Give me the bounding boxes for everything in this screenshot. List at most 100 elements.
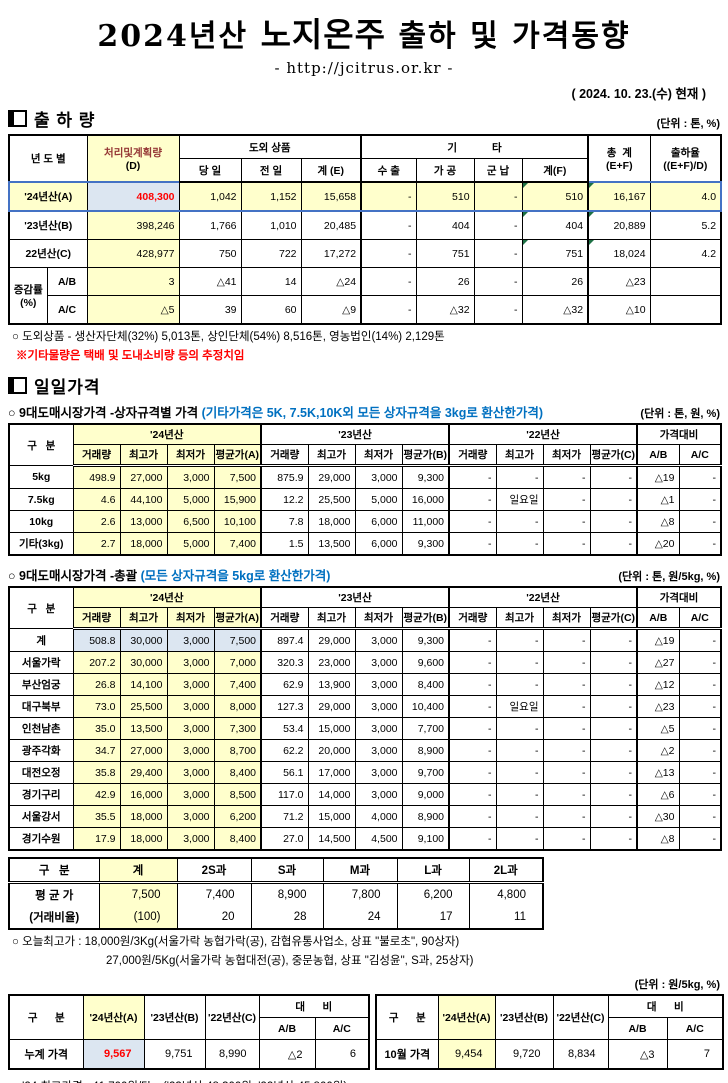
- cell: -: [473, 210, 523, 240]
- col-header: A/B: [636, 444, 680, 467]
- cell: 20,485: [300, 210, 362, 240]
- rate-label: 출하율: [670, 147, 700, 159]
- col-header: 최고가: [119, 607, 168, 630]
- col-header-l: L과: [396, 857, 470, 884]
- note-today-high-2: 27,000원/5Kg(서울가락 농협대전(공), 중문농협, 상표 "김성윤"…: [106, 955, 474, 967]
- col-header: 최고가: [307, 607, 356, 630]
- cell: 26: [521, 267, 589, 296]
- cell: 17.9: [72, 827, 121, 851]
- col-header-total: 계: [98, 857, 178, 884]
- cell: 508.8: [72, 628, 121, 652]
- cell: 18,000: [119, 532, 168, 556]
- unit-note: (단위 : 원/5kg, %): [634, 979, 720, 991]
- group-2023: '23년산: [260, 586, 450, 608]
- price-row: 7.5kg 4.6 44,100 5,000 15,900 12.2 25,50…: [8, 488, 722, 511]
- page-title: 2024년산 노지온주 출하 및 가격동향: [8, 8, 720, 56]
- group-2022: '22년산: [448, 586, 638, 608]
- cell: 39: [178, 295, 242, 325]
- row-label: 누계 가격: [8, 1039, 84, 1070]
- cell: -: [495, 532, 544, 556]
- cell: 3,000: [166, 827, 215, 851]
- cell: △10: [587, 295, 651, 325]
- cell: △19: [636, 628, 680, 652]
- cell: -: [678, 488, 722, 511]
- cell: -: [448, 651, 497, 674]
- note-year-high: ○ '24 최고가격 : 41,700원/5kg ('23년산 48,300원,…: [12, 1078, 720, 1083]
- cell: 35.0: [72, 717, 121, 740]
- by-size-subtitle: ○ 9대도매시장가격 -상자규격별 가격 (기타가격은 5K, 7.5K,10K…: [8, 402, 543, 421]
- col-header-2024: '24년산(A): [82, 994, 145, 1040]
- cell: 44,100: [119, 488, 168, 511]
- cell: -: [678, 651, 722, 674]
- change-rate-row: A/C △5 39 60 △9 - △32 - △32 △10: [9, 295, 722, 325]
- cell: △8: [636, 827, 680, 851]
- year-label: '23년산(B): [8, 210, 88, 240]
- group-compare: 가격대비: [635, 423, 722, 445]
- col-header: 구 분: [8, 994, 84, 1040]
- cell: -: [495, 673, 544, 696]
- col-header: A/B: [636, 607, 680, 630]
- cell: 20,000: [307, 739, 356, 762]
- cell: -: [678, 532, 722, 556]
- trade-ratio-row: (거래비율) (100) 20 28 24 17 11: [8, 906, 544, 930]
- cell: 11,000: [401, 510, 450, 533]
- cell: 8,900: [401, 805, 450, 828]
- cell: 12.2: [260, 488, 309, 511]
- cell: 6,500: [166, 510, 215, 533]
- cell: 34.7: [72, 739, 121, 762]
- cell: △2: [258, 1039, 316, 1070]
- market-row: 부산엄궁 26.8 14,100 3,000 7,400 62.9 13,900…: [8, 673, 722, 696]
- cell: 29,400: [119, 761, 168, 784]
- cell: -: [448, 827, 497, 851]
- title-prefix: 2024년산: [97, 19, 261, 54]
- cell: -: [473, 239, 523, 268]
- cell: 62.2: [260, 739, 309, 762]
- cell: 9,300: [401, 532, 450, 556]
- cell: 35.8: [72, 761, 121, 784]
- cell: 3,000: [354, 739, 403, 762]
- cell: -: [678, 510, 722, 533]
- cell: 일요일: [495, 488, 544, 511]
- cell: -: [589, 510, 638, 533]
- cell: -: [448, 717, 497, 740]
- cell: [649, 295, 722, 325]
- cell: 320.3: [260, 651, 309, 674]
- cell: -: [589, 465, 638, 489]
- market-label: 부산엄궁: [8, 673, 74, 696]
- row-label: 평 균 가: [8, 882, 100, 906]
- cell: 4.6: [72, 488, 121, 511]
- comment-triangle-icon: [590, 240, 595, 245]
- cell-value: 751: [565, 247, 584, 260]
- col-header-2024: '24년산(A): [437, 994, 496, 1040]
- cell: -: [542, 695, 591, 718]
- section-title: 출 하 량: [34, 111, 96, 130]
- cell: 1,010: [240, 210, 302, 240]
- cell: 3,000: [166, 739, 215, 762]
- cell: △6: [636, 783, 680, 806]
- col-header-total: 총 계 (E+F): [587, 134, 651, 183]
- col-header: 거래량: [448, 607, 497, 630]
- cell-plan: 428,977: [86, 239, 180, 268]
- cell: 7,400: [213, 673, 262, 696]
- cell: 5,000: [166, 488, 215, 511]
- market-label: 경기구리: [8, 783, 74, 806]
- avg-price-row: 평 균 가 7,500 7,400 8,900 7,800 6,200 4,80…: [8, 882, 544, 906]
- cell: -: [448, 805, 497, 828]
- cell: 23,000: [307, 651, 356, 674]
- cell: 20,889: [587, 210, 651, 240]
- cell: 897.4: [260, 628, 309, 652]
- cell: -: [589, 628, 638, 652]
- cell: 9,454: [437, 1039, 496, 1070]
- cell: -: [495, 805, 544, 828]
- shipment-row: '24년산(A) 408,300 1,042 1,152 15,658 - 51…: [7, 181, 723, 212]
- cell: 9,567: [82, 1039, 145, 1070]
- cell-plan: 408,300: [86, 181, 180, 212]
- cell: 3,000: [166, 761, 215, 784]
- cell: -: [589, 739, 638, 762]
- title-main: 노지온주: [260, 15, 387, 54]
- change-rate-row: 증감률 (%) A/B 3 △41 14 △24 - 26 - 26 △23: [8, 267, 722, 324]
- change-label-2: (%): [20, 297, 37, 309]
- market-row: 경기구리 42.9 16,000 3,000 8,500 117.0 14,00…: [8, 783, 722, 806]
- col-header: 거래량: [260, 444, 309, 467]
